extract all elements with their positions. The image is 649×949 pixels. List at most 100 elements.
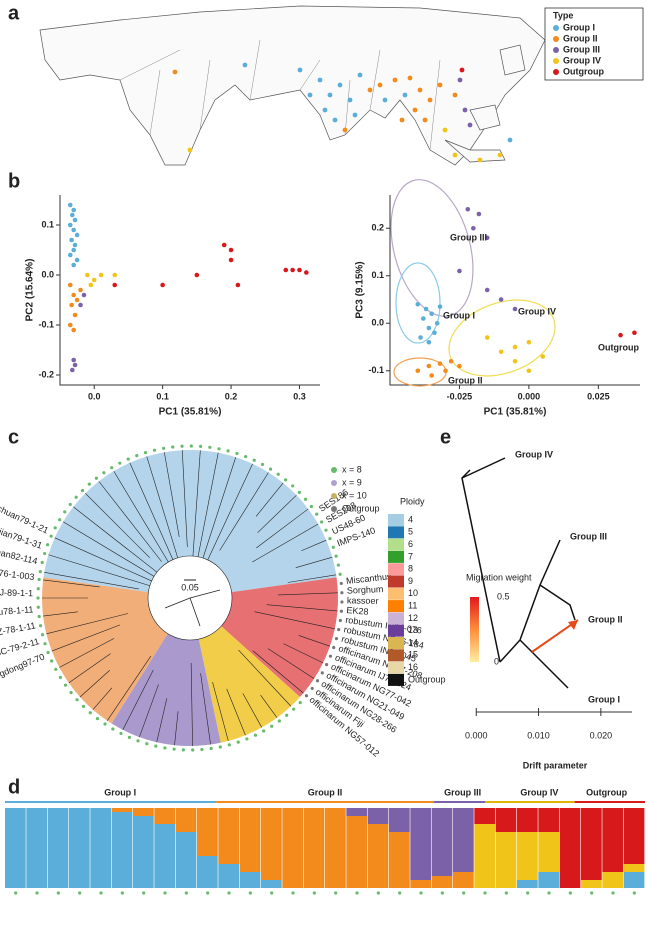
- legend-label: 6: [408, 539, 413, 549]
- ploidy-dot: [87, 482, 91, 486]
- branch: [277, 592, 338, 596]
- bar-segment: [325, 808, 346, 888]
- migration-arrow: [568, 620, 578, 630]
- group-label: Group III: [444, 787, 481, 797]
- bar-segment: [538, 872, 560, 888]
- ploidy-dot: [292, 707, 296, 711]
- leaf-label: Group III: [570, 531, 607, 541]
- legend-swatch: [388, 624, 404, 637]
- ploidy-dot: [46, 650, 50, 655]
- legend-swatch: [553, 25, 559, 31]
- legend-swatch: [388, 673, 404, 686]
- point: [429, 373, 434, 378]
- x-axis-label: Drift parameter: [523, 760, 588, 770]
- point: [632, 330, 637, 336]
- ploidy-dot: [209, 746, 213, 751]
- point: [67, 322, 73, 328]
- leaf-label: Group I: [588, 694, 620, 704]
- bar-segment: [197, 808, 218, 856]
- panel-label: d: [8, 776, 20, 798]
- map-point: [417, 87, 423, 93]
- point: [457, 268, 462, 274]
- bar-segment: [346, 816, 368, 888]
- point: [437, 304, 443, 309]
- x-tick-label: 0.000: [465, 730, 488, 740]
- ploidy-dot: [38, 570, 42, 574]
- ploidy-dot: [315, 679, 320, 683]
- bar-segment: [453, 808, 474, 872]
- sample-dot: [632, 891, 636, 895]
- sample-dot: [611, 891, 615, 895]
- map-point: [477, 157, 483, 163]
- ploidy-dot: [328, 654, 333, 658]
- ploidy-dot: [235, 451, 239, 456]
- point: [71, 262, 76, 268]
- map-point: [407, 75, 413, 81]
- sample-dot: [504, 891, 508, 895]
- legend-label: 0: [494, 656, 499, 666]
- bar-segment: [517, 880, 538, 888]
- sample-dot: [120, 891, 124, 895]
- ploidy-dot: [154, 744, 158, 748]
- legend-label: 11: [408, 600, 417, 610]
- bar-segment: [111, 808, 133, 812]
- bar-segment: [410, 880, 432, 888]
- axis: [59, 195, 320, 386]
- sample-dot: [483, 891, 487, 895]
- ploidy-dot: [331, 545, 335, 549]
- annotation: Group II: [448, 375, 483, 385]
- ploidy-dot: [303, 497, 308, 501]
- ploidy-dot: [74, 495, 78, 499]
- ploidy-dot: [118, 461, 122, 465]
- bar-segment: [581, 880, 602, 888]
- annotation: Group I: [443, 310, 475, 320]
- branch: [252, 650, 304, 694]
- map-point: [392, 77, 398, 83]
- branch: [219, 472, 269, 551]
- ploidy-dot: [40, 633, 45, 637]
- sample-dot: [78, 891, 82, 895]
- ploidy-dot: [46, 543, 50, 547]
- branch: [226, 688, 246, 736]
- legend-swatch: [388, 563, 404, 576]
- panel-label: e: [440, 426, 451, 448]
- legend-label: Outgroup: [342, 503, 380, 513]
- bar-segment: [239, 872, 261, 888]
- legend-label: 15: [408, 650, 418, 660]
- map: [39, 5, 546, 166]
- branch: [301, 539, 327, 551]
- legend-title: Type: [553, 10, 573, 20]
- ploidy-dot: [340, 600, 344, 604]
- ploidy-dot: [172, 747, 176, 751]
- map-point: [332, 117, 338, 123]
- bar-segment: [389, 832, 410, 888]
- bar-segment: [175, 832, 197, 888]
- bar-segment: [367, 824, 389, 888]
- x-axis-label: PC1 (35.81%): [159, 407, 222, 418]
- sample-dot: [14, 891, 18, 895]
- point: [71, 292, 76, 298]
- point: [429, 311, 434, 317]
- group-label: Outgroup: [586, 787, 627, 797]
- point: [540, 354, 546, 359]
- sample-dot: [590, 891, 594, 895]
- ploidy-dot: [191, 748, 195, 752]
- bar-segment: [197, 856, 218, 888]
- bar-segment: [623, 808, 645, 864]
- tip-label: FJ-89-1-1: [0, 587, 33, 598]
- ploidy-dot: [245, 737, 249, 741]
- map-point: [462, 107, 468, 113]
- point: [78, 287, 83, 293]
- branch: [298, 635, 331, 647]
- point: [72, 312, 78, 318]
- branch: [59, 638, 115, 668]
- bar-segment: [154, 824, 176, 888]
- bar-segment: [602, 872, 624, 888]
- y-tick-label: 0.0: [371, 318, 384, 328]
- point: [437, 361, 443, 366]
- ploidy-dot: [40, 560, 44, 565]
- map-point: [437, 82, 443, 88]
- bar-segment: [389, 808, 410, 832]
- legend-swatch: [388, 661, 404, 674]
- point: [498, 297, 504, 302]
